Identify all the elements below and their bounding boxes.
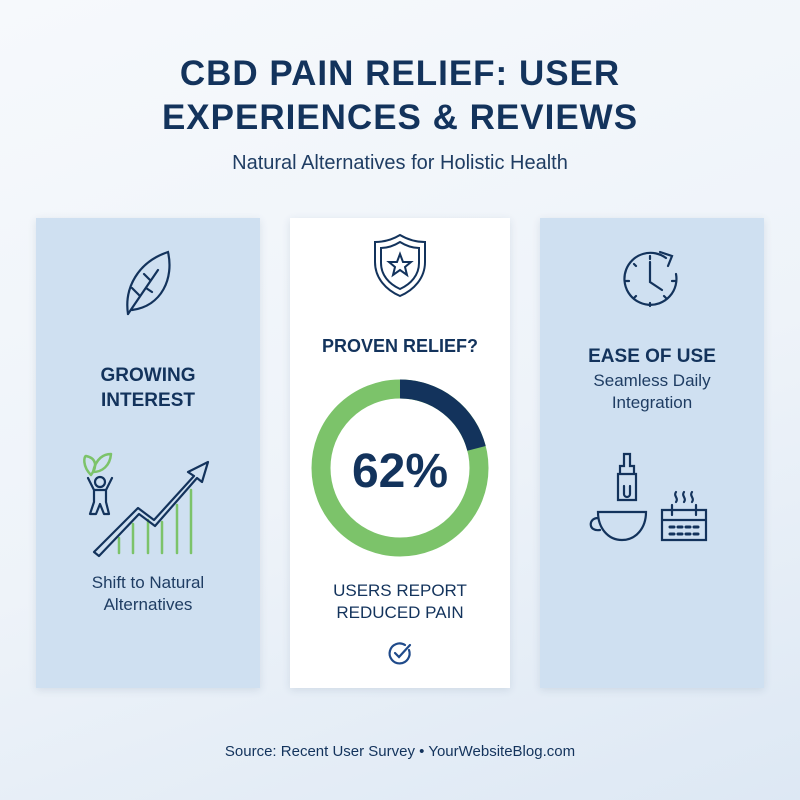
page-subtitle: Natural Alternatives for Holistic Health	[232, 152, 568, 174]
stat-value: 62%	[351, 445, 449, 498]
relief-donut	[311, 379, 489, 557]
card-caption: USERS REPORT REDUCED PAIN	[333, 581, 467, 622]
leaf-icon	[126, 250, 171, 316]
page-title: CBD PAIN RELIEF: USER EXPERIENCES & REVI…	[161, 54, 639, 137]
growth-chart-person-icon	[83, 452, 210, 558]
dropper-cup-calendar-icon	[589, 452, 708, 542]
card-heading: PROVEN RELIEF?	[321, 336, 478, 356]
card-heading: EASE OF USE	[588, 346, 716, 367]
card-growing-interest: GROWING INTEREST Shift to Natural Altern…	[36, 218, 260, 688]
card-ease-of-use: EASE OF USE Seamless Daily Integration	[540, 218, 764, 688]
shield-star-icon	[374, 233, 426, 298]
card-heading: GROWING INTEREST	[100, 365, 196, 411]
donut-segment	[399, 379, 486, 452]
clock-icon	[623, 250, 678, 308]
card-caption: Seamless Daily Integration	[593, 371, 711, 412]
footer-source: Source: Recent User Survey • YourWebsite…	[224, 743, 576, 760]
card-caption: Shift to Natural Alternatives	[91, 573, 205, 614]
check-circle-icon	[388, 642, 412, 665]
card-proven-relief: PROVEN RELIEF? 62% USERS REPORT REDUCED …	[290, 218, 510, 688]
